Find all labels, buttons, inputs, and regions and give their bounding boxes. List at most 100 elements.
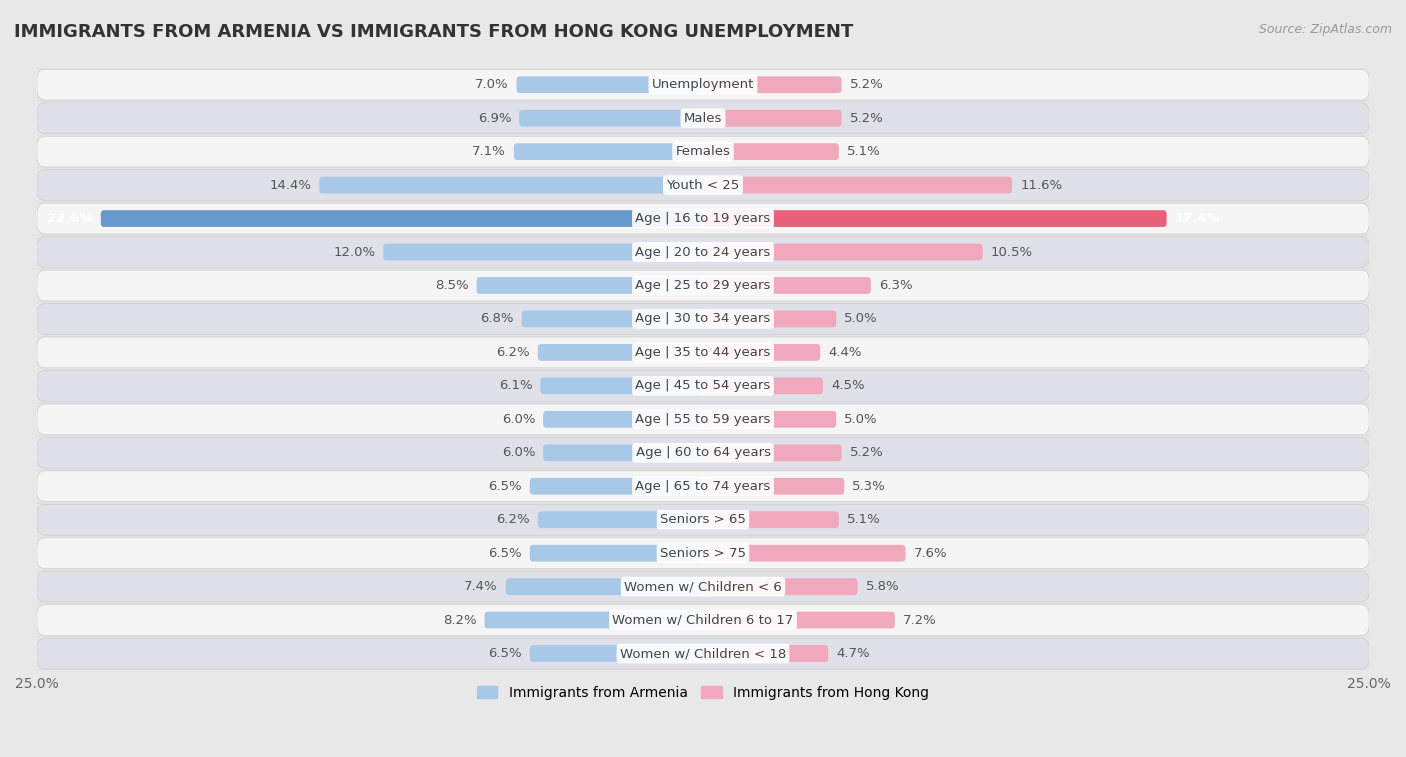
FancyBboxPatch shape	[319, 176, 703, 194]
Text: 5.1%: 5.1%	[846, 145, 880, 158]
Text: 6.2%: 6.2%	[496, 513, 530, 526]
Text: 6.5%: 6.5%	[488, 480, 522, 493]
FancyBboxPatch shape	[37, 370, 1369, 401]
Text: 10.5%: 10.5%	[991, 245, 1033, 259]
Text: Age | 65 to 74 years: Age | 65 to 74 years	[636, 480, 770, 493]
FancyBboxPatch shape	[703, 310, 837, 327]
FancyBboxPatch shape	[101, 210, 703, 227]
FancyBboxPatch shape	[530, 478, 703, 494]
Text: 5.3%: 5.3%	[852, 480, 886, 493]
Text: 6.1%: 6.1%	[499, 379, 533, 392]
Text: Age | 45 to 54 years: Age | 45 to 54 years	[636, 379, 770, 392]
Text: Source: ZipAtlas.com: Source: ZipAtlas.com	[1258, 23, 1392, 36]
FancyBboxPatch shape	[37, 572, 1369, 602]
FancyBboxPatch shape	[384, 244, 703, 260]
FancyBboxPatch shape	[540, 378, 703, 394]
Text: 5.8%: 5.8%	[866, 580, 900, 593]
Text: 17.4%: 17.4%	[1174, 212, 1220, 225]
Text: 6.0%: 6.0%	[502, 447, 536, 459]
FancyBboxPatch shape	[703, 511, 839, 528]
FancyBboxPatch shape	[37, 537, 1369, 569]
FancyBboxPatch shape	[703, 411, 837, 428]
Text: Males: Males	[683, 112, 723, 125]
FancyBboxPatch shape	[543, 411, 703, 428]
FancyBboxPatch shape	[543, 444, 703, 461]
FancyBboxPatch shape	[37, 337, 1369, 368]
FancyBboxPatch shape	[703, 76, 842, 93]
Text: Seniors > 75: Seniors > 75	[659, 547, 747, 559]
Text: 5.2%: 5.2%	[849, 78, 883, 92]
FancyBboxPatch shape	[37, 237, 1369, 267]
Text: 5.1%: 5.1%	[846, 513, 880, 526]
Text: Age | 20 to 24 years: Age | 20 to 24 years	[636, 245, 770, 259]
FancyBboxPatch shape	[703, 277, 870, 294]
FancyBboxPatch shape	[485, 612, 703, 628]
Text: Seniors > 65: Seniors > 65	[659, 513, 747, 526]
Text: 8.2%: 8.2%	[443, 614, 477, 627]
FancyBboxPatch shape	[703, 344, 820, 361]
Text: 5.2%: 5.2%	[849, 112, 883, 125]
FancyBboxPatch shape	[703, 444, 842, 461]
FancyBboxPatch shape	[37, 203, 1369, 234]
Text: 5.0%: 5.0%	[844, 313, 877, 326]
Text: 4.7%: 4.7%	[837, 647, 870, 660]
FancyBboxPatch shape	[37, 70, 1369, 100]
FancyBboxPatch shape	[703, 176, 1012, 194]
Text: 6.3%: 6.3%	[879, 279, 912, 292]
FancyBboxPatch shape	[37, 438, 1369, 468]
FancyBboxPatch shape	[703, 378, 823, 394]
Text: Women w/ Children < 6: Women w/ Children < 6	[624, 580, 782, 593]
Text: Age | 25 to 29 years: Age | 25 to 29 years	[636, 279, 770, 292]
Text: 8.5%: 8.5%	[434, 279, 468, 292]
Text: 7.4%: 7.4%	[464, 580, 498, 593]
FancyBboxPatch shape	[703, 478, 844, 494]
FancyBboxPatch shape	[703, 578, 858, 595]
FancyBboxPatch shape	[703, 110, 842, 126]
Text: 7.0%: 7.0%	[475, 78, 509, 92]
Legend: Immigrants from Armenia, Immigrants from Hong Kong: Immigrants from Armenia, Immigrants from…	[471, 681, 935, 706]
FancyBboxPatch shape	[530, 545, 703, 562]
Text: 11.6%: 11.6%	[1021, 179, 1062, 192]
Text: 6.2%: 6.2%	[496, 346, 530, 359]
FancyBboxPatch shape	[37, 404, 1369, 435]
FancyBboxPatch shape	[506, 578, 703, 595]
Text: 6.5%: 6.5%	[488, 547, 522, 559]
Text: IMMIGRANTS FROM ARMENIA VS IMMIGRANTS FROM HONG KONG UNEMPLOYMENT: IMMIGRANTS FROM ARMENIA VS IMMIGRANTS FR…	[14, 23, 853, 41]
Text: 6.0%: 6.0%	[502, 413, 536, 426]
FancyBboxPatch shape	[516, 76, 703, 93]
FancyBboxPatch shape	[37, 170, 1369, 201]
Text: 14.4%: 14.4%	[270, 179, 311, 192]
FancyBboxPatch shape	[477, 277, 703, 294]
Text: 7.2%: 7.2%	[903, 614, 936, 627]
Text: Age | 35 to 44 years: Age | 35 to 44 years	[636, 346, 770, 359]
FancyBboxPatch shape	[513, 143, 703, 160]
Text: 5.0%: 5.0%	[844, 413, 877, 426]
FancyBboxPatch shape	[703, 612, 894, 628]
Text: 7.1%: 7.1%	[472, 145, 506, 158]
FancyBboxPatch shape	[538, 511, 703, 528]
FancyBboxPatch shape	[37, 605, 1369, 635]
FancyBboxPatch shape	[37, 471, 1369, 502]
Text: 4.5%: 4.5%	[831, 379, 865, 392]
Text: Youth < 25: Youth < 25	[666, 179, 740, 192]
Text: Females: Females	[675, 145, 731, 158]
Text: Age | 30 to 34 years: Age | 30 to 34 years	[636, 313, 770, 326]
Text: Age | 60 to 64 years: Age | 60 to 64 years	[636, 447, 770, 459]
FancyBboxPatch shape	[703, 143, 839, 160]
Text: Age | 55 to 59 years: Age | 55 to 59 years	[636, 413, 770, 426]
Text: Women w/ Children < 18: Women w/ Children < 18	[620, 647, 786, 660]
Text: 12.0%: 12.0%	[333, 245, 375, 259]
Text: 7.6%: 7.6%	[914, 547, 948, 559]
Text: 6.5%: 6.5%	[488, 647, 522, 660]
FancyBboxPatch shape	[37, 103, 1369, 133]
Text: 22.6%: 22.6%	[46, 212, 93, 225]
FancyBboxPatch shape	[37, 136, 1369, 167]
Text: Unemployment: Unemployment	[652, 78, 754, 92]
FancyBboxPatch shape	[703, 545, 905, 562]
FancyBboxPatch shape	[703, 244, 983, 260]
Text: 5.2%: 5.2%	[849, 447, 883, 459]
Text: 4.4%: 4.4%	[828, 346, 862, 359]
FancyBboxPatch shape	[522, 310, 703, 327]
FancyBboxPatch shape	[530, 645, 703, 662]
Text: Women w/ Children 6 to 17: Women w/ Children 6 to 17	[613, 614, 793, 627]
